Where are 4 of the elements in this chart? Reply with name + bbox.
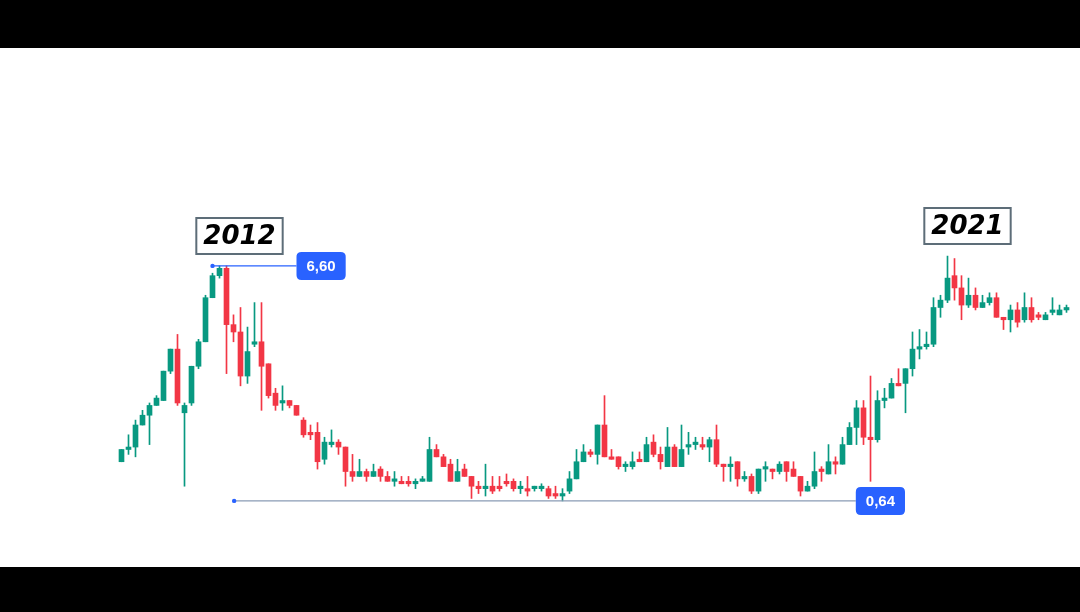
annotation: 0,64: [865, 492, 896, 510]
annotation: 6,60: [306, 257, 336, 275]
text: 2021: [931, 209, 1004, 240]
text: 2012: [203, 219, 276, 250]
